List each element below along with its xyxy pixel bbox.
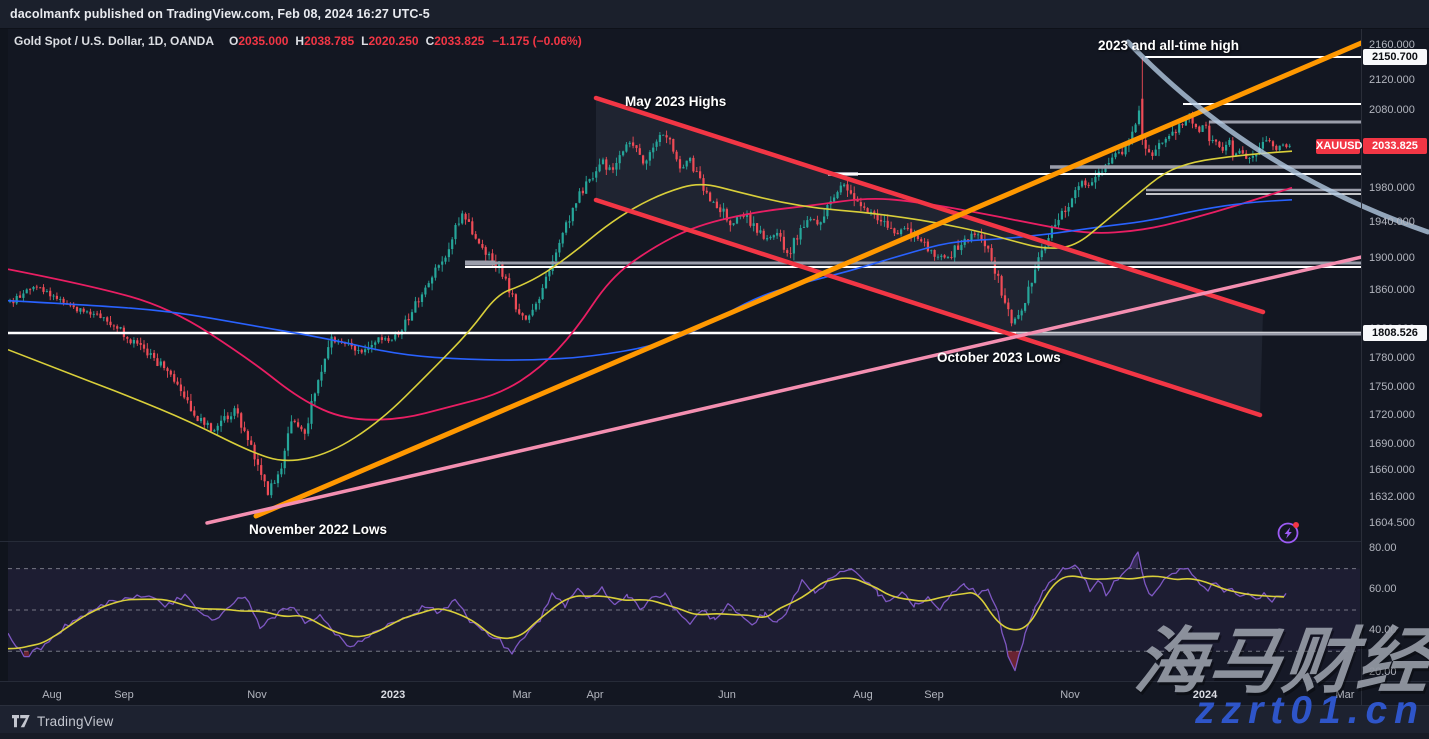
time-axis-label: Jun (718, 689, 736, 701)
symbol-price-flag: XAUUSD (1316, 139, 1363, 154)
series-title: Gold Spot / U.S. Dollar, 1D, OANDA (14, 34, 215, 48)
ohlc-open-value: 2035.000 (238, 34, 289, 48)
price-scale-label: 1980.000 (1369, 182, 1415, 194)
change-value: −1.175 (−0.06%) (492, 34, 582, 48)
watermark-url: zzrt01.cn (1195, 689, 1425, 732)
tradingview-logo-icon (12, 714, 30, 727)
ohlc-open-label: O (229, 34, 239, 48)
chart-legend: Gold Spot / U.S. Dollar, 1D, OANDA O2035.… (14, 34, 582, 50)
price-scale-label: 40.00 (1369, 624, 1397, 636)
ohlc-low-label: L (361, 34, 369, 48)
ohlc-high-value: 2038.785 (304, 34, 355, 48)
time-axis-label: Aug (853, 689, 873, 701)
time-axis-label: Apr (586, 689, 604, 701)
price-scale-label: 1750.000 (1369, 381, 1415, 393)
price-scale-label: 1720.000 (1369, 409, 1415, 421)
flash-alert-button[interactable] (1276, 519, 1302, 545)
price-scale-label: 1690.000 (1369, 438, 1415, 450)
price-scale-label: 20.00 (1369, 666, 1397, 678)
time-axis-label: Nov (247, 689, 267, 701)
left-gutter (0, 29, 8, 681)
price-scale-label: 60.00 (1369, 583, 1397, 595)
chart-annotation: May 2023 Highs (625, 94, 727, 109)
time-axis-label: 2024 (1192, 689, 1218, 701)
ohlc-close-label: C (425, 34, 435, 48)
time-axis-label: Sep (924, 689, 944, 701)
price-scale-label: 2160.000 (1369, 39, 1415, 51)
chart-annotation: November 2022 Lows (249, 522, 388, 537)
time-axis[interactable] (0, 681, 1429, 705)
price-scale-label: 2120.000 (1369, 74, 1415, 86)
chart-annotation: 2023 and all-time high (1098, 38, 1240, 53)
ohlc-close-value: 2033.825 (434, 34, 485, 48)
time-axis-label: 2023 (380, 689, 406, 701)
lightning-circle-icon (1277, 522, 1299, 544)
price-scale-label: 1780.000 (1369, 352, 1415, 364)
tradingview-brand-link[interactable]: TradingView (12, 711, 114, 731)
rsi-panel-separator[interactable] (0, 541, 1361, 542)
time-axis-label: Nov (1060, 689, 1080, 701)
time-axis-label: Aug (42, 689, 62, 701)
price-scale-label: 1632.000 (1369, 491, 1415, 503)
time-axis-label: Mar (1335, 689, 1355, 701)
level-price-label: 2150.700 (1363, 49, 1427, 65)
price-scale-label: 1900.000 (1369, 252, 1415, 264)
price-scale[interactable]: 2160.000 2120.000 2080.000 1980.000 1940.000… (1361, 29, 1429, 705)
publish-info-text: dacolmanfx published on TradingView.com,… (10, 7, 430, 21)
publish-bar: dacolmanfx published on TradingView.com,… (0, 0, 1429, 29)
price-scale-label: 80.00 (1369, 542, 1397, 554)
price-scale-label: 1940.000 (1369, 216, 1415, 228)
price-scale-label: 1604.500 (1369, 517, 1415, 529)
bottom-bar (0, 705, 1429, 739)
last-price-label: 2033.825 (1363, 138, 1427, 154)
alert-badge-dot (1293, 522, 1299, 528)
price-scale-label: 1660.000 (1369, 464, 1415, 476)
ohlc-high-label: H (295, 34, 305, 48)
chart-annotation: October 2023 Lows (937, 350, 1061, 365)
time-axis-label: Mar (512, 689, 532, 701)
price-scale-label: 1860.000 (1369, 284, 1415, 296)
time-axis-label: Sep (114, 689, 134, 701)
price-scale-label: 2080.000 (1369, 104, 1415, 116)
ohlc-low-value: 2020.250 (368, 34, 419, 48)
tradingview-brand-text: TradingView (37, 713, 114, 729)
level-price-label: 1808.526 (1363, 325, 1427, 341)
